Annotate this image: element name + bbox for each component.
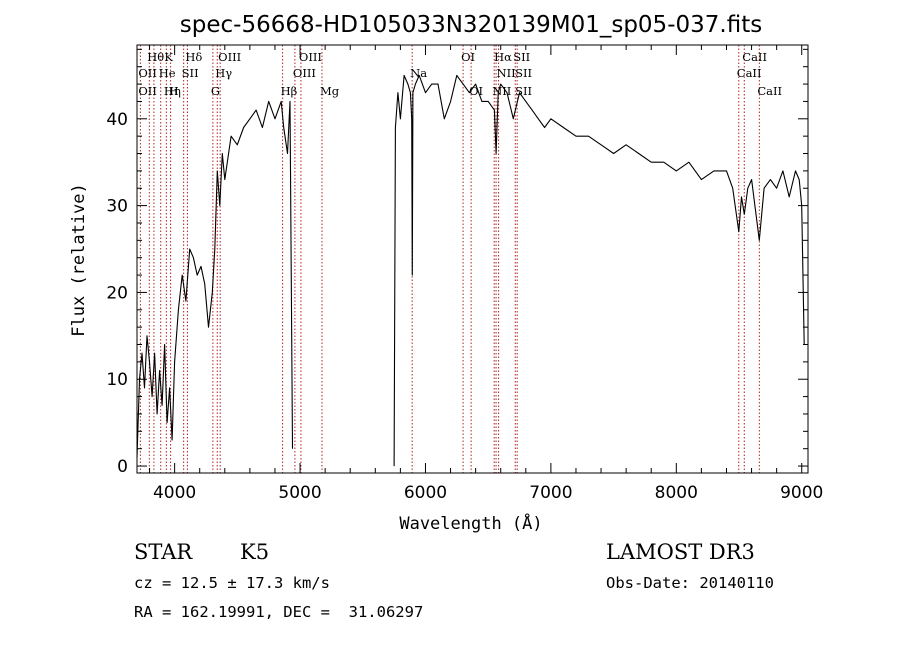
line-marker-label: OIII [218,50,241,64]
line-marker-label: OI [469,84,483,98]
x-axis-label: Wavelength (Å) [399,512,542,534]
x-tick-label: 9000 [780,483,823,503]
y-tick-label: 0 [117,457,128,477]
line-marker-label: OI [461,50,475,64]
y-tick-label: 10 [106,370,128,390]
x-tick-label: 6000 [404,483,447,503]
line-marker-label: He [159,66,176,80]
line-marker-label: Hδ [185,50,202,64]
object-class: STAR [134,540,193,564]
y-tick-label: 20 [106,283,128,303]
x-tick-label: 5000 [278,483,321,503]
y-tick-label: 40 [106,110,128,130]
line-marker-label: Hγ [215,66,232,80]
line-marker-label: Hβ [281,84,298,98]
tick-layer: 4000 5000 6000 7000 8000 9000 0 10 20 30 40 [106,45,823,503]
line-marker-label: CaII [737,66,762,80]
spectrum-line-0 [136,74,805,467]
coordinates: RA = 162.19991, DEC = 31.06297 [134,603,424,621]
y-axis-label: Flux (relative) [69,183,89,337]
line-marker-label: H [169,84,179,98]
line-marker-label: K [164,50,173,64]
plot-frame-box [136,44,809,474]
x-tick-label: 4000 [153,483,196,503]
line-marker-label: SII [515,84,532,98]
line-marker-label: CaII [757,84,782,98]
line-marker-label: G [211,84,220,98]
line-marker-label: OII [138,66,157,80]
object-subclass: K5 [240,540,270,564]
line-marker-label: Mg [320,84,340,98]
line-marker-label: NII [492,84,511,98]
line-marker-label: OIII [293,66,316,80]
line-marker-label: SII [513,50,530,64]
chart-title: spec-56668-HD105033N320139M01_sp05-037.f… [180,12,762,38]
line-marker-label: SII [182,66,199,80]
line-marker-label: Hθ [147,50,164,64]
line-marker-label: Na [410,66,427,80]
line-marker-label: Hη [164,84,181,98]
line-marker-label: NII [497,66,516,80]
line-marker-label: OIII [299,50,322,64]
x-tick-label: 8000 [655,483,698,503]
survey-name: LAMOST DR3 [606,540,755,564]
line-markers [139,45,760,473]
plot-frame [136,44,809,474]
y-tick-label: 30 [106,197,128,217]
line-marker-label: SII [515,66,532,80]
obs-date: Obs-Date: 20140110 [606,574,774,592]
series-layer [136,74,805,467]
redshift-info: cz = 12.5 ± 17.3 km/s [134,574,330,592]
x-tick-label: 7000 [529,483,572,503]
line-marker-label: OII [138,84,157,98]
line-marker-label: CaII [742,50,767,64]
line-marker-label: Hα [494,50,512,64]
